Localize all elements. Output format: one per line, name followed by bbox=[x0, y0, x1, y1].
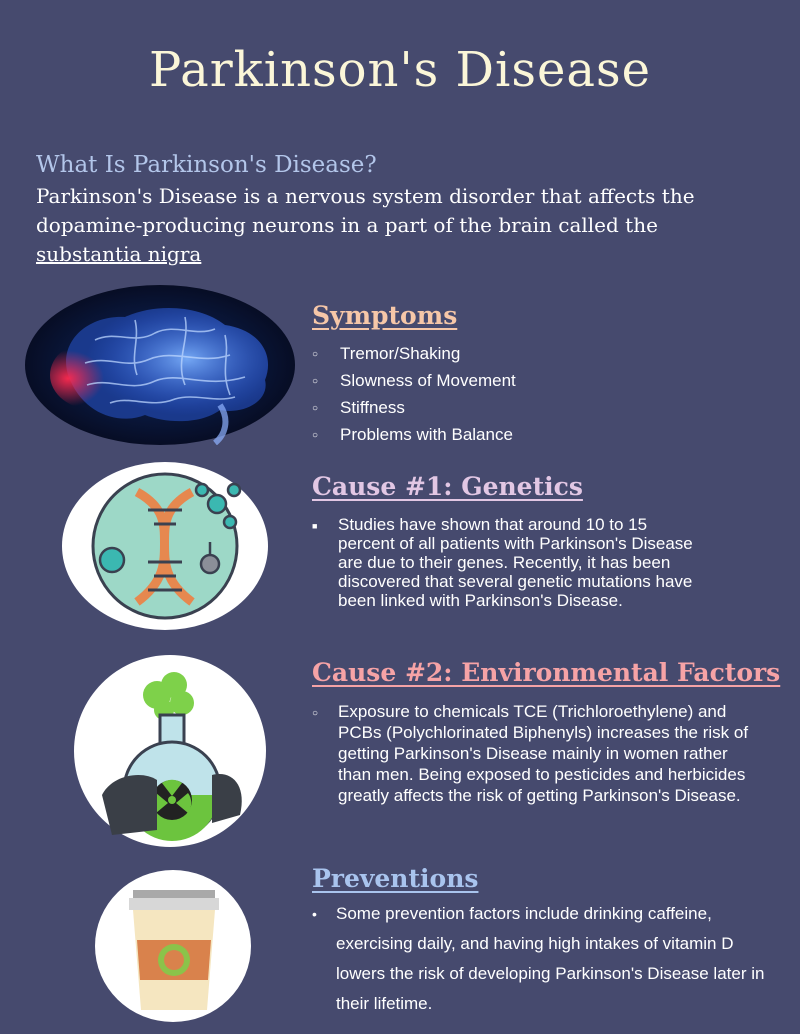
symptoms-list: ○ Tremor/Shaking ○ Slowness of Movement ○ S… bbox=[312, 340, 782, 448]
circle-bullet-icon: ○ bbox=[312, 708, 319, 719]
environment-heading: Cause #2: Environmental Factors bbox=[312, 658, 781, 687]
substantia-nigra-link[interactable]: substantia nigra bbox=[36, 242, 202, 266]
brain-image bbox=[25, 285, 295, 445]
list-item-text: Studies have shown that around 10 to 15 … bbox=[338, 515, 693, 610]
list-item: ○ Problems with Balance bbox=[312, 421, 782, 448]
list-item-text: Exposure to chemicals TCE (Trichloroethy… bbox=[338, 702, 749, 805]
circle-bullet-icon: ○ bbox=[312, 430, 319, 441]
environment-section: Cause #2: Environmental Factors ○ Exposur… bbox=[312, 658, 782, 806]
circle-bullet-icon: ○ bbox=[312, 403, 319, 414]
disc-bullet-icon: • bbox=[312, 906, 317, 922]
intro-text: Parkinson's Disease is a nervous system … bbox=[36, 182, 766, 269]
list-item-text: Problems with Balance bbox=[340, 425, 513, 444]
genetics-section: Cause #1: Genetics ■ Studies have shown t… bbox=[312, 472, 782, 610]
genetics-heading: Cause #1: Genetics bbox=[312, 472, 583, 501]
intro-body: Parkinson's Disease is a nervous system … bbox=[36, 184, 695, 237]
list-item-text: Stiffness bbox=[340, 398, 405, 417]
preventions-list: • Some prevention factors include drinkin… bbox=[312, 899, 782, 1019]
intro-heading: What Is Parkinson's Disease? bbox=[36, 152, 377, 178]
circle-bullet-icon: ○ bbox=[312, 349, 319, 360]
page-title: Parkinson's Disease bbox=[148, 42, 652, 98]
environment-list: ○ Exposure to chemicals TCE (Trichloroeth… bbox=[312, 701, 782, 806]
list-item: ○ Slowness of Movement bbox=[312, 367, 782, 394]
square-bullet-icon: ■ bbox=[312, 521, 318, 531]
symptoms-heading: Symptoms bbox=[312, 301, 458, 330]
dna-icon bbox=[62, 462, 268, 630]
list-item: ■ Studies have shown that around 10 to 15… bbox=[312, 515, 693, 610]
symptoms-section: Symptoms ○ Tremor/Shaking ○ Slowness of Mo… bbox=[312, 301, 782, 448]
intro-section: What Is Parkinson's Disease? Parkinson's… bbox=[36, 152, 766, 269]
list-item: • Some prevention factors include drinkin… bbox=[312, 899, 766, 1019]
list-item-text: Slowness of Movement bbox=[340, 371, 516, 390]
preventions-heading: Preventions bbox=[312, 864, 479, 893]
list-item-text: Tremor/Shaking bbox=[340, 344, 461, 363]
list-item: ○ Stiffness bbox=[312, 394, 782, 421]
list-item: ○ Tremor/Shaking bbox=[312, 340, 782, 367]
circle-bullet-icon: ○ bbox=[312, 376, 319, 387]
radioactive-flask-icon bbox=[72, 655, 268, 847]
preventions-section: Preventions • Some prevention factors inc… bbox=[312, 864, 782, 1019]
list-item-text: Some prevention factors include drinking… bbox=[336, 904, 765, 1013]
list-item: ○ Exposure to chemicals TCE (Trichloroeth… bbox=[312, 701, 758, 806]
genetics-list: ■ Studies have shown that around 10 to 15… bbox=[312, 515, 782, 610]
coffee-cup-icon bbox=[95, 870, 252, 1022]
